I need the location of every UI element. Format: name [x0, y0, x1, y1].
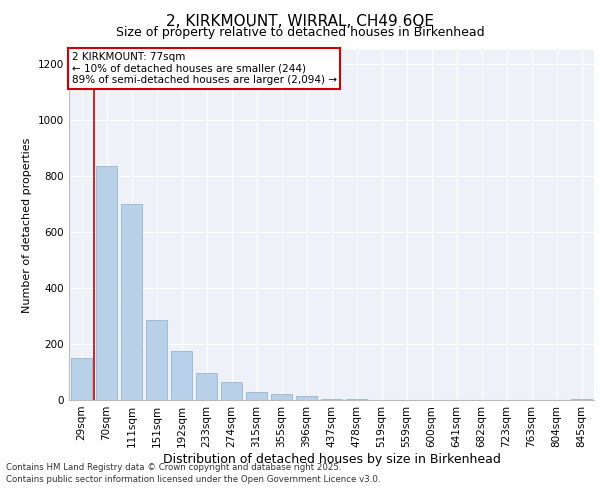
Bar [271, 394, 292, 400]
Bar [121, 204, 142, 400]
Bar [96, 166, 117, 400]
Bar [346, 399, 367, 400]
Text: Size of property relative to detached houses in Birkenhead: Size of property relative to detached ho… [116, 26, 484, 39]
Text: 2, KIRKMOUNT, WIRRAL, CH49 6QE: 2, KIRKMOUNT, WIRRAL, CH49 6QE [166, 14, 434, 29]
Bar [171, 351, 192, 400]
Text: Contains public sector information licensed under the Open Government Licence v3: Contains public sector information licen… [6, 475, 380, 484]
Bar [196, 374, 217, 400]
Bar [321, 398, 342, 400]
Bar [246, 392, 267, 400]
Text: 2 KIRKMOUNT: 77sqm
← 10% of detached houses are smaller (244)
89% of semi-detach: 2 KIRKMOUNT: 77sqm ← 10% of detached hou… [71, 52, 337, 85]
Bar [296, 396, 317, 400]
Bar [146, 320, 167, 400]
Text: Contains HM Land Registry data © Crown copyright and database right 2025.: Contains HM Land Registry data © Crown c… [6, 462, 341, 471]
Y-axis label: Number of detached properties: Number of detached properties [22, 138, 32, 312]
Bar [571, 398, 592, 400]
X-axis label: Distribution of detached houses by size in Birkenhead: Distribution of detached houses by size … [163, 452, 500, 466]
Bar [221, 382, 242, 400]
Bar [71, 358, 92, 400]
